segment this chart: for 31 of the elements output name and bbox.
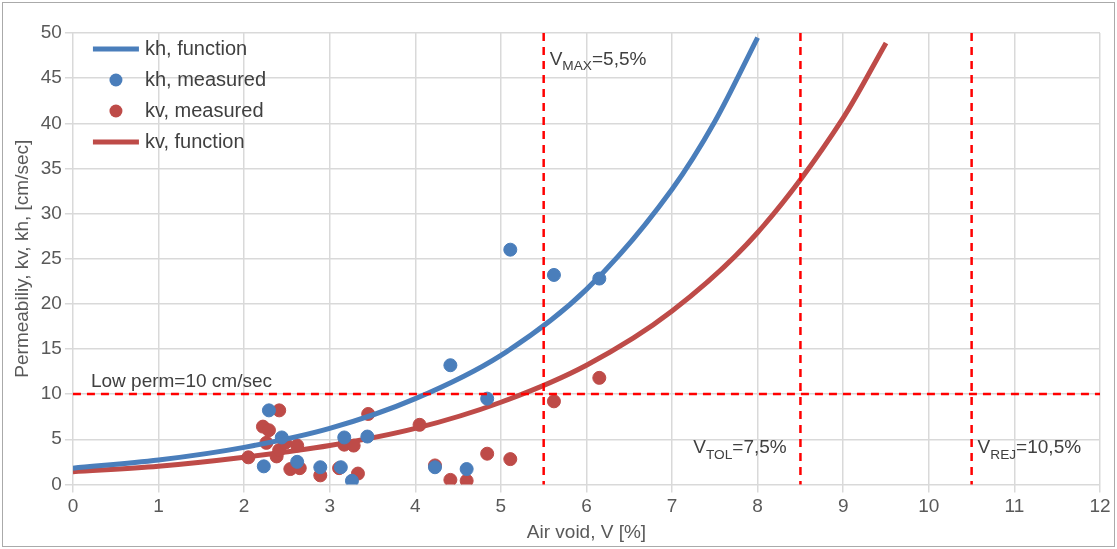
y-tick-label: 30 — [40, 201, 62, 223]
x-tick-label: 12 — [1089, 495, 1111, 517]
x-tick-label: 1 — [153, 495, 164, 517]
legend-label: kh, measured — [144, 67, 267, 90]
y-tick-label: 45 — [40, 66, 62, 88]
y-tick-label: 35 — [40, 156, 62, 178]
y-tick-label: 5 — [51, 427, 62, 449]
y-tick-label: 20 — [40, 292, 62, 314]
y-tick-label: 15 — [40, 337, 62, 359]
x-tick-label: 4 — [410, 495, 421, 517]
y-tick-label: 25 — [40, 246, 62, 268]
x-tick-label: 8 — [752, 495, 763, 517]
y-tick-label: 0 — [51, 472, 62, 494]
legend-label: kh, function — [144, 36, 248, 59]
y-tick-label: 40 — [40, 111, 62, 133]
y-tick-label: 50 — [40, 21, 62, 43]
x-tick-label: 5 — [495, 495, 507, 517]
x-tick-label: 10 — [918, 495, 940, 517]
y-tick-label: 10 — [40, 382, 62, 404]
x-tick-label: 0 — [67, 495, 79, 517]
x-axis-title: Air void, V [%] — [526, 520, 647, 542]
x-tick-label: 6 — [581, 495, 592, 517]
x-tick-label: 7 — [666, 495, 678, 517]
ref-line-label: Low perm=10 cm/sec — [90, 370, 273, 392]
x-tick-label: 2 — [238, 495, 250, 517]
x-tick-label: 9 — [837, 495, 849, 517]
legend-label: kv, measured — [144, 98, 264, 121]
y-axis-title: Permeabiliy, kv, kh, [cm/sec] — [10, 139, 32, 378]
legend-label: kv, function — [144, 129, 245, 152]
x-tick-label: 11 — [1004, 495, 1025, 517]
x-tick-label: 3 — [324, 495, 335, 517]
